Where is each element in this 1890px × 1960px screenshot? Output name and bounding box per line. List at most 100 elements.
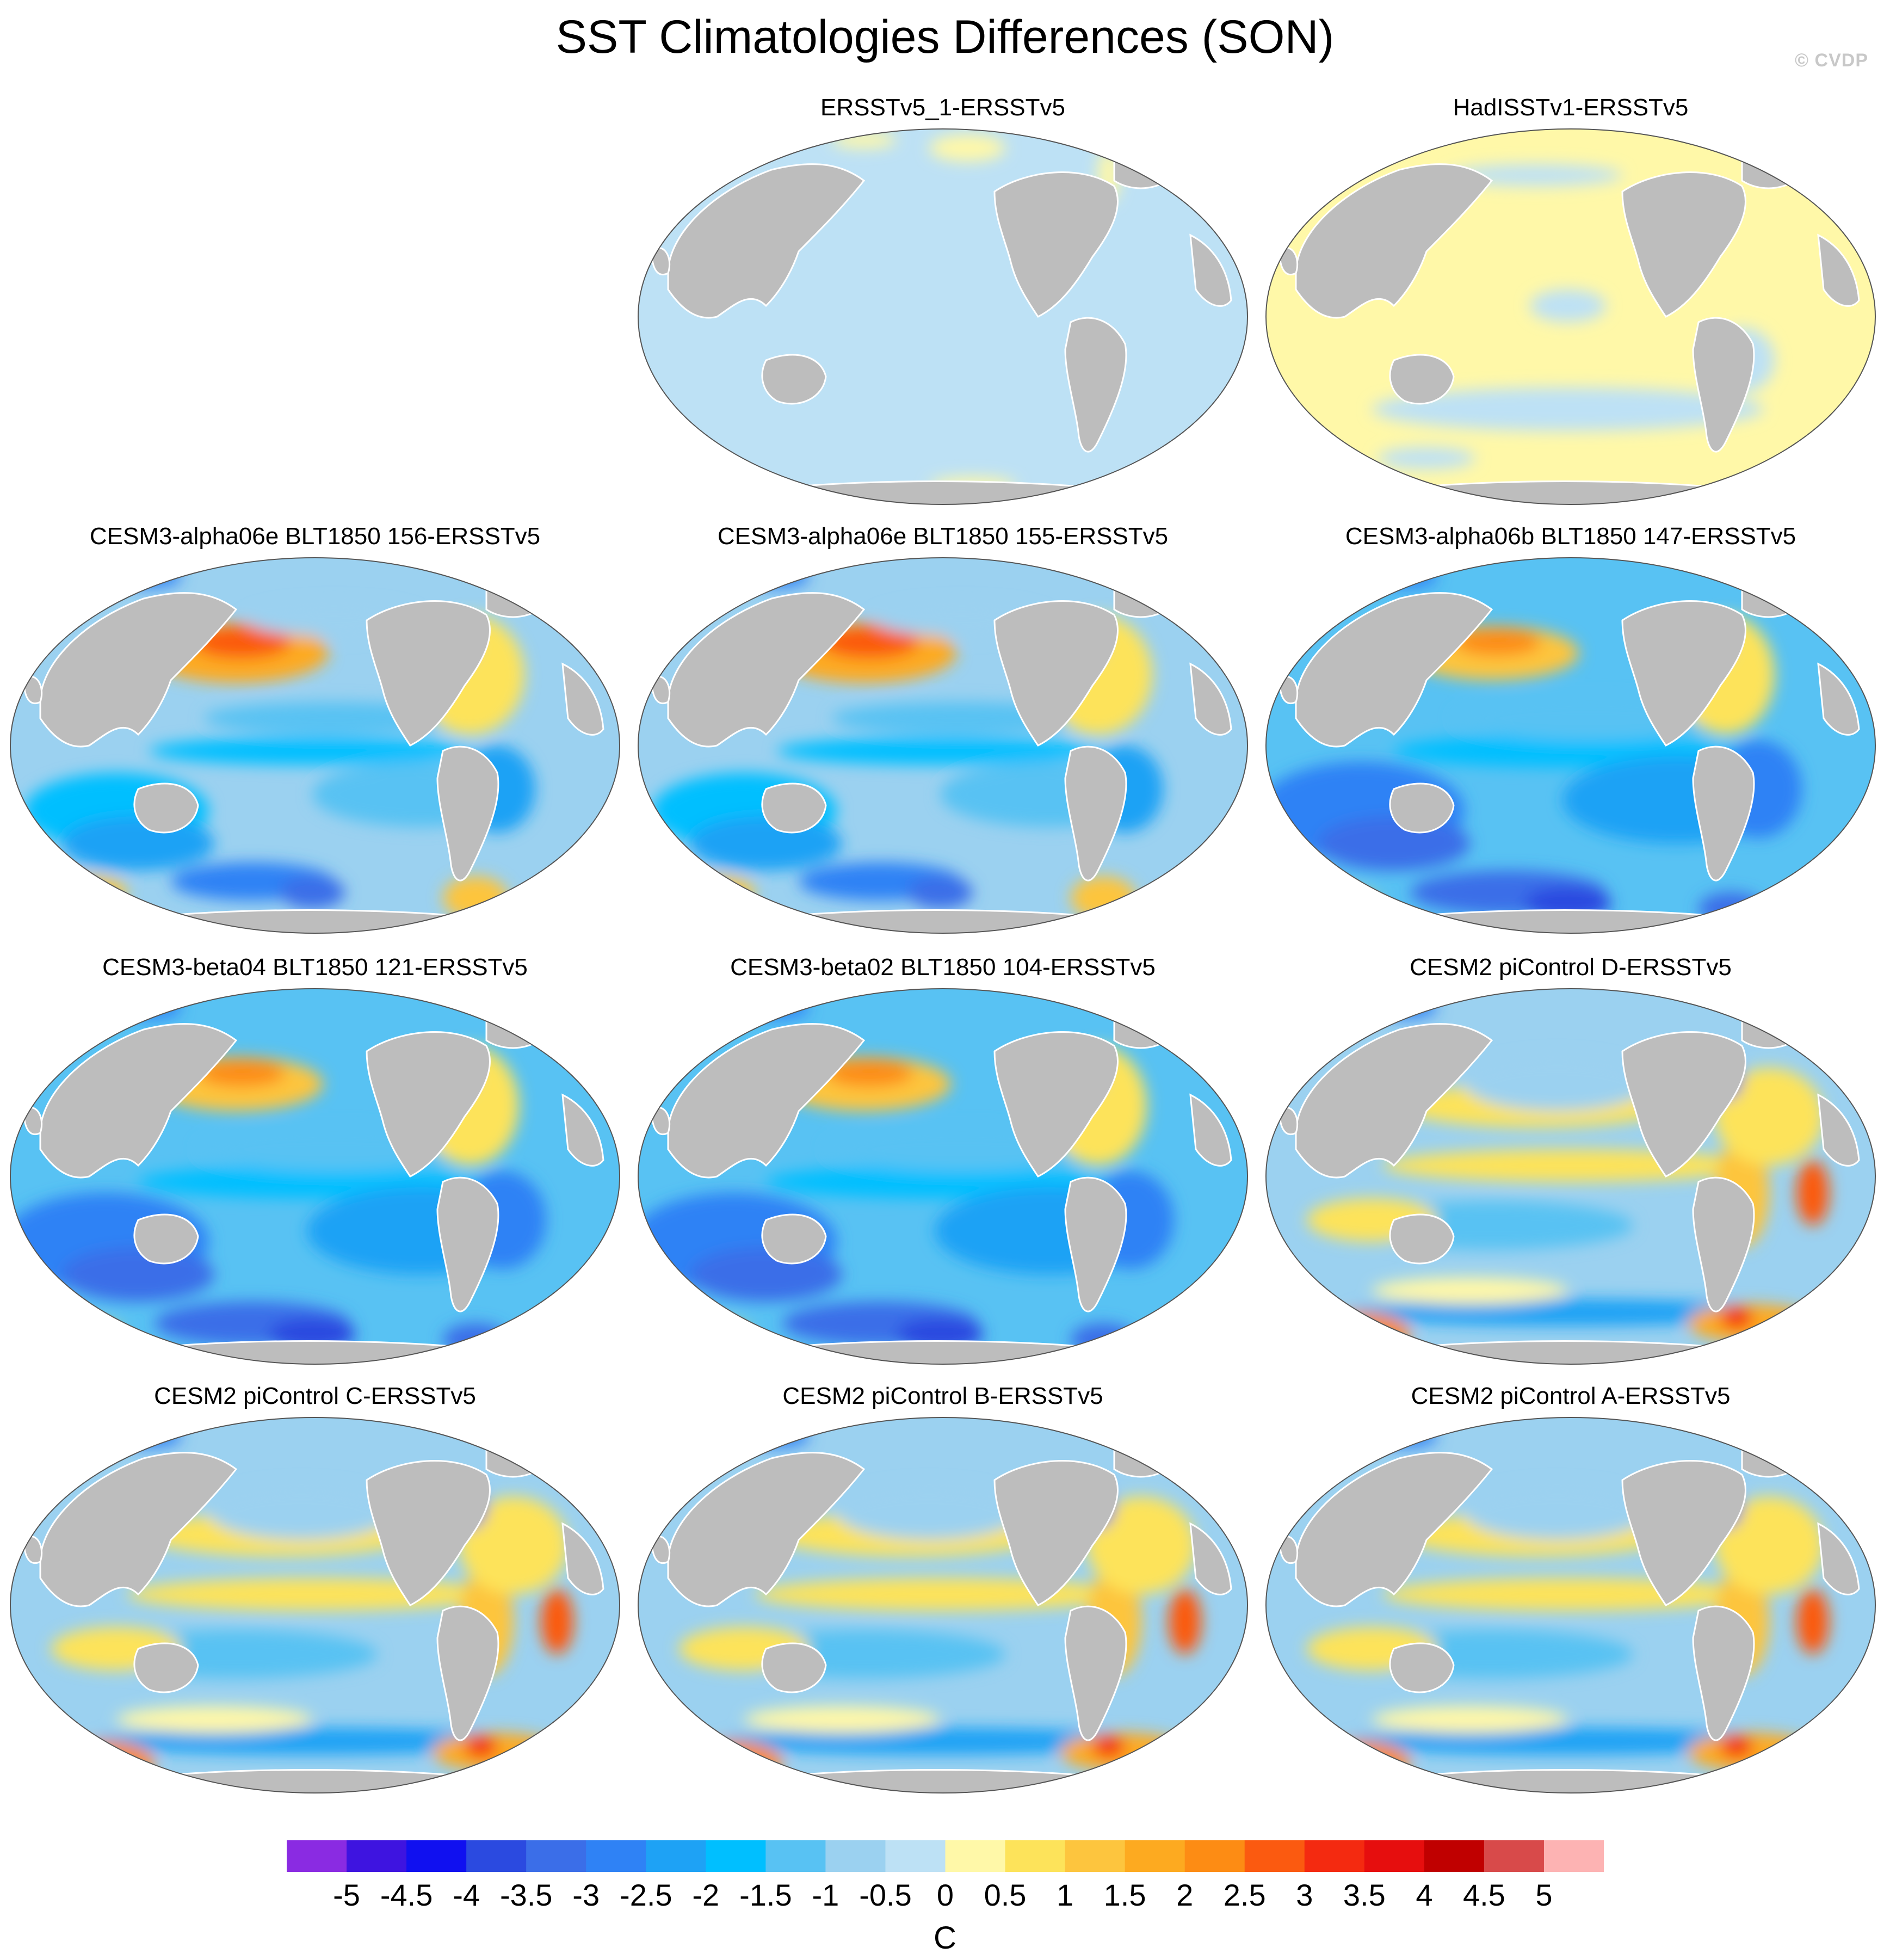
sst-anomaly-region [1318,816,1470,871]
colorbar-tick-label: 4 [1416,1878,1433,1912]
land-mass [667,1452,866,1607]
sst-anomaly-region [127,1578,497,1611]
colorbar-swatch [1424,1840,1485,1872]
land-mass [366,1460,491,1606]
land-mass [436,745,499,882]
colorbar-swatch [945,1840,1006,1872]
sst-anomaly-region [193,626,291,658]
sst-anomaly-region [1383,1149,1753,1182]
land-mass [1817,662,1860,736]
land-mass [1189,662,1232,736]
sst-anomaly-region [149,737,475,765]
sst-anomaly-region [744,997,810,1019]
sst-anomaly-region [722,1728,1158,1755]
land-mass [1278,247,1299,275]
land-mass [1692,317,1755,453]
colorbar-tick-label: 3.5 [1343,1878,1386,1912]
land-mass [689,1769,1197,1793]
robinson-map [1265,1417,1876,1793]
sst-anomaly-region [280,876,345,909]
sst-anomaly-region [116,997,182,1019]
land-mass [1389,1642,1455,1693]
land-mass [761,1642,827,1693]
robinson-map [638,557,1248,934]
land-mass [436,1605,499,1741]
colorbar-swatch [1244,1840,1305,1872]
land-mass [651,247,671,275]
sst-anomaly-region [209,1486,394,1540]
map-panel: CESM2 piControl C-ERSSTv5 [8,1382,622,1796]
sst-anomaly-region [1796,1589,1829,1654]
colorbar-swatch [406,1840,467,1872]
land-mass [1621,171,1746,318]
sst-anomaly-region [1350,1299,1786,1326]
sst-anomaly-region [1092,1736,1125,1758]
colorbar-swatch [1543,1840,1604,1872]
colorbar-swatch [1184,1840,1245,1872]
panel-title: CESM3-alpha06b BLT1850 147-ERSSTv5 [1345,523,1796,550]
colorbar-tick-label: -2.5 [620,1878,672,1912]
land-mass [761,354,827,405]
colorbar-tick-label: -1.5 [739,1878,792,1912]
land-mass [1692,745,1755,882]
land-mass [651,1536,671,1564]
land-mass [1064,1605,1127,1741]
land-mass [1621,1031,1746,1178]
robinson-map [1265,557,1876,934]
land-mass [1817,1093,1860,1167]
map-panel: CESM2 piControl A-ERSSTv5 [1263,1382,1878,1796]
colorbar-swatch [1125,1840,1185,1872]
land-mass [1817,1522,1860,1595]
land-mass [561,662,604,736]
sst-anomaly-region [1383,1578,1753,1611]
map-panel: CESM3-beta02 BLT1850 104-ERSSTv5 [635,953,1250,1367]
map-outline [638,557,1248,934]
panel-title: CESM2 piControl C-ERSSTv5 [154,1383,476,1409]
land-mass [1317,1340,1825,1364]
land-mass [689,480,1197,504]
land-mass [23,1536,43,1564]
land-mass [485,1015,547,1049]
map-outline [10,1417,620,1793]
colorbar-tick-label: 0.5 [984,1878,1027,1912]
sst-anomaly-region [1372,566,1437,588]
map-outline [638,1417,1248,1793]
land-mass [1317,1769,1825,1793]
colorbar-tick-label: 5 [1535,1878,1553,1912]
colorbar-tick-labels: -5 -4.5 -4 -3.5 -3 -2.5 -2 -1.5 -1 -0.5 0 0.5 1 1.5 2 2… [287,1876,1604,1914]
sst-anomaly-region [1312,1312,1410,1356]
land-mass [1113,584,1175,618]
sst-anomaly-region [95,1728,530,1755]
land-mass [689,909,1197,933]
sst-anomaly-region [744,1426,810,1447]
map-outline [1265,1417,1876,1793]
sst-anomaly-region [1372,997,1437,1019]
land-mass [1113,156,1175,189]
sst-anomaly-region [62,1247,214,1302]
land-mass [39,1023,238,1179]
sst-anomaly-region [459,1496,568,1594]
sst-anomaly-region [1720,1307,1753,1329]
land-mass [667,163,866,319]
sst-anomaly-region [1372,1706,1568,1733]
robinson-map [10,1417,620,1793]
land-mass [39,592,238,748]
sst-anomaly-region [1372,1277,1568,1304]
panel-title: CESM2 piControl B-ERSSTv5 [782,1383,1103,1409]
sst-anomaly-region [116,566,182,588]
map-outline [1265,988,1876,1365]
land-mass [1389,782,1455,834]
land-mass [651,1107,671,1135]
colorbar-swatch [706,1840,766,1872]
colorbar-swatch [347,1840,407,1872]
map-panel: CESM3-alpha06e BLT1850 155-ERSSTv5 [635,522,1250,936]
panel-title: HadISSTv1-ERSSTv5 [1453,94,1689,121]
colorbar-tick-label: 3 [1296,1878,1313,1912]
sst-anomaly-region [1454,628,1541,656]
robinson-map [1265,988,1876,1365]
sst-anomaly-region [1087,1496,1196,1594]
land-mass [133,1213,199,1265]
colorbar-swatch [287,1840,347,1872]
land-mass [1295,592,1493,748]
land-mass [1064,745,1127,882]
